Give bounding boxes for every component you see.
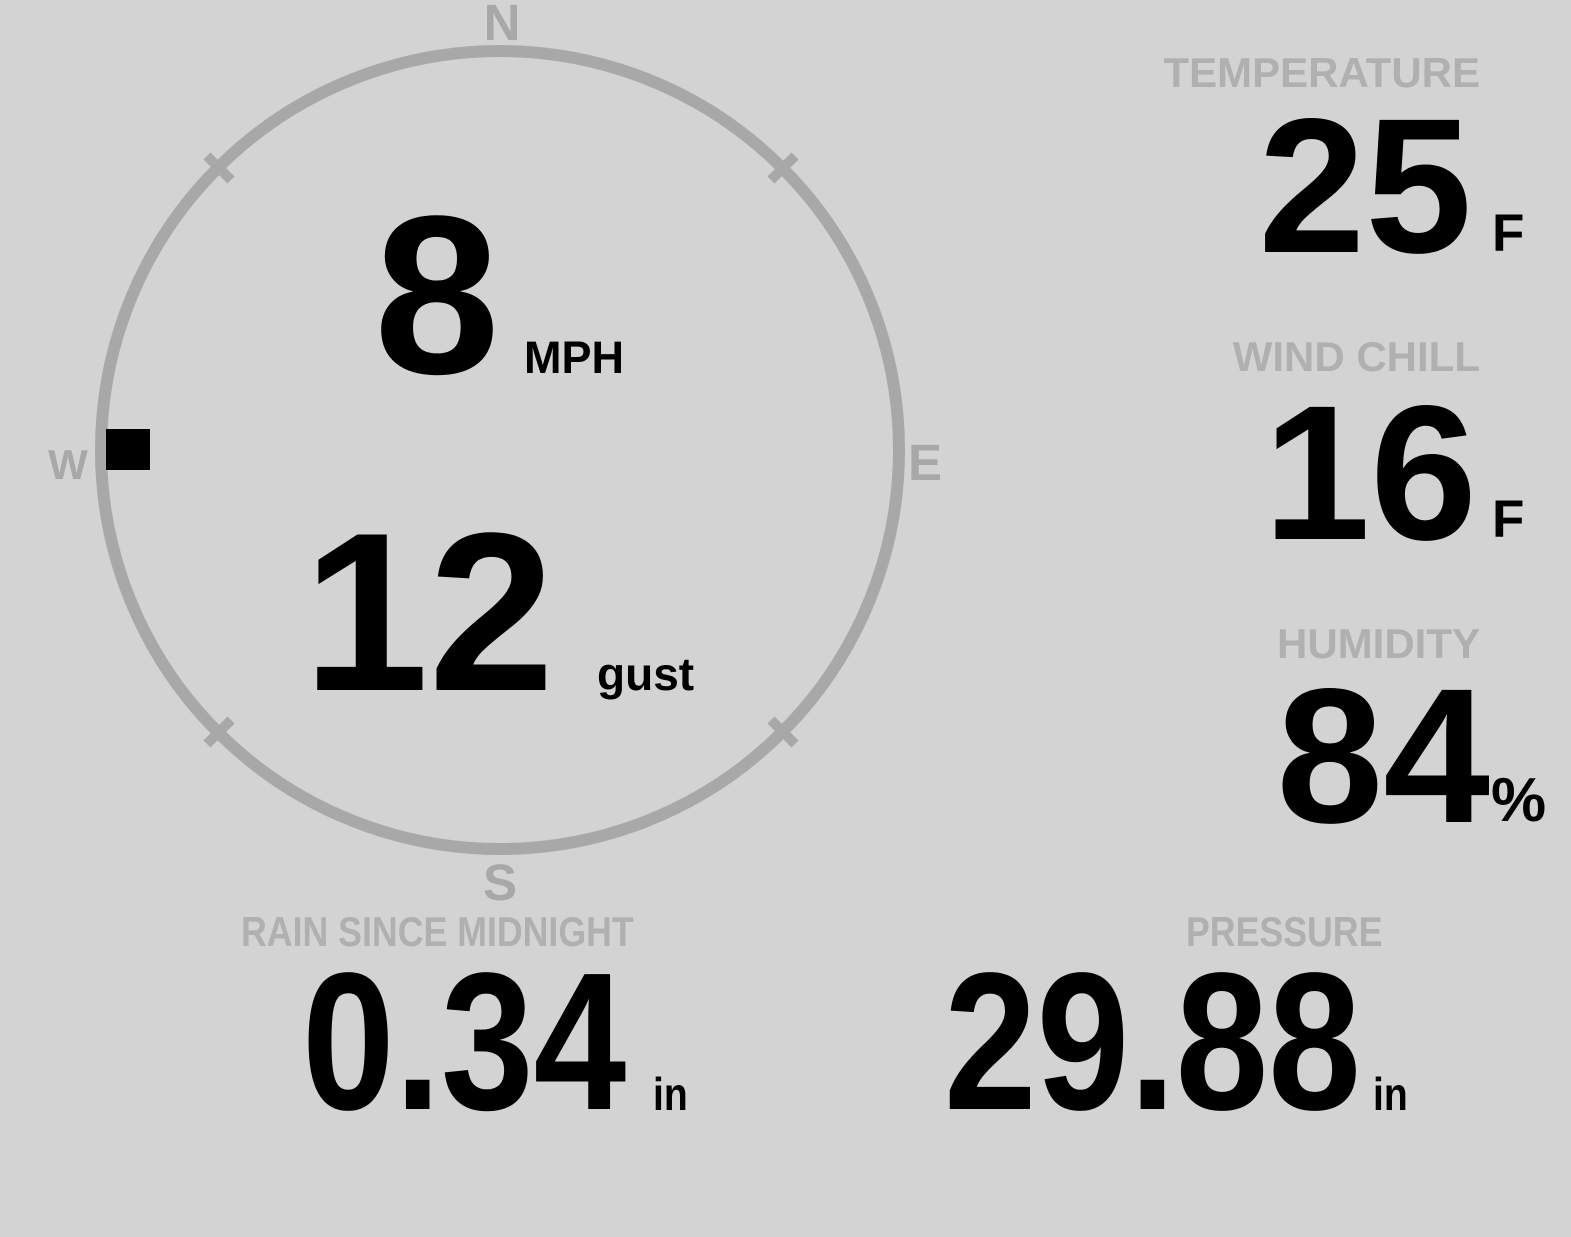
- wind-chill-unit: F: [1492, 490, 1525, 549]
- temperature-unit: F: [1492, 204, 1525, 263]
- temperature-value: 25: [1258, 78, 1472, 293]
- wind-chill-label: WIND CHILL: [1232, 333, 1480, 380]
- wind-chill-value: 16: [1263, 365, 1477, 580]
- wind-speed-unit: MPH: [524, 332, 624, 383]
- cardinal-east-label: E: [907, 434, 943, 491]
- rain-value: 0.34: [302, 932, 627, 1151]
- humidity-value: 84: [1276, 648, 1490, 863]
- wind-gust-value: 12: [303, 485, 555, 738]
- humidity-label: HUMIDITY: [1277, 620, 1480, 667]
- rain-label: RAIN SINCE MIDNIGHT: [241, 908, 634, 955]
- cardinal-south-label: S: [482, 854, 518, 911]
- rain-unit: in: [653, 1068, 688, 1120]
- pressure-unit: in: [1373, 1068, 1408, 1120]
- pressure-label: PRESSURE: [1186, 908, 1383, 955]
- wind-speed-value: 8: [374, 168, 500, 421]
- humidity-unit: %: [1491, 766, 1547, 835]
- pressure-value: 29.88: [944, 932, 1361, 1151]
- temperature-label: TEMPERATURE: [1163, 49, 1480, 96]
- wind-direction-marker: [106, 429, 150, 470]
- cardinal-north-label: N: [483, 0, 521, 51]
- cardinal-west-label: W: [48, 441, 88, 488]
- wind-gust-unit: gust: [597, 648, 695, 700]
